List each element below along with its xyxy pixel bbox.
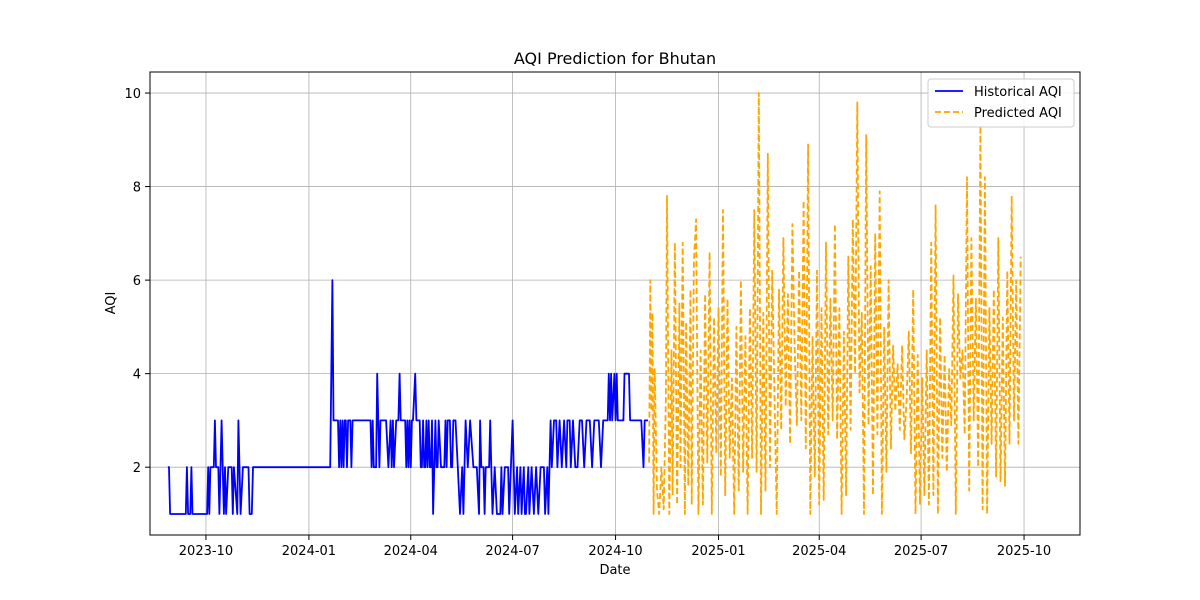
series-lines (167, 92, 1022, 515)
y-tick-label: 6 (133, 274, 141, 289)
x-tick-label: 2024-10 (588, 544, 642, 559)
legend-label-predicted: Predicted AQI (974, 106, 1062, 121)
plot-frame (149, 71, 1081, 536)
x-axis-label: Date (599, 563, 630, 578)
y-axis-ticks: 2 4 6 8 10 (124, 87, 150, 476)
chart-title: AQI Prediction for Bhutan (514, 49, 716, 68)
x-axis-ticks: 2023-10 2024-01 2024-04 2024-07 2024-10 2025-… (179, 535, 1051, 559)
x-tick-label: 2024-04 (384, 544, 438, 559)
x-tick-label: 2025-04 (792, 544, 846, 559)
x-tick-label: 2025-07 (894, 544, 948, 559)
legend-box (927, 78, 1075, 128)
series-line-historical-aqi (167, 279, 648, 515)
x-tick-label: 2025-01 (691, 544, 745, 559)
x-tick-label: 2023-10 (179, 544, 233, 559)
x-tick-label: 2024-01 (282, 544, 336, 559)
y-tick-label: 4 (133, 368, 141, 383)
legend-label-historical: Historical AQI (974, 85, 1062, 100)
legend: Historical AQI Predicted AQI (927, 78, 1075, 128)
y-tick-label: 2 (133, 461, 141, 476)
y-axis-label: AQI (104, 292, 119, 315)
x-tick-label: 2024-07 (485, 544, 539, 559)
y-tick-label: 10 (124, 87, 141, 102)
x-tick-label: 2025-10 (997, 544, 1051, 559)
y-tick-label: 8 (133, 181, 141, 196)
